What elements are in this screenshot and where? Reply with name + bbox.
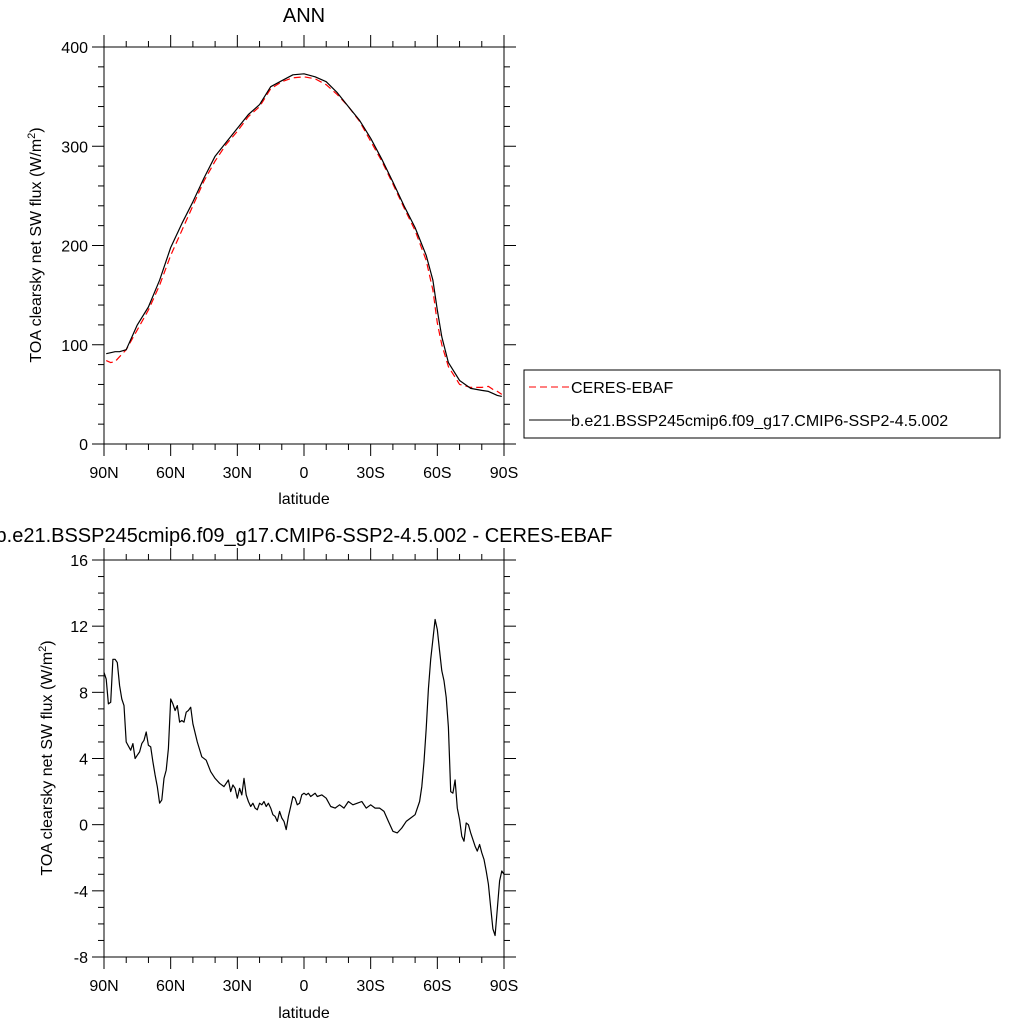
diff-x-tick-label: 30N <box>223 978 252 995</box>
diff-x-tick-label: 90N <box>89 978 118 995</box>
diff-y-axis-label-text: TOA clearsky net SW flux (W/m <box>39 652 56 876</box>
diff-x-tick-label: 90S <box>490 978 518 995</box>
diff-y-tick-label: -8 <box>74 950 88 967</box>
y-axis-label-close: ) <box>28 127 45 132</box>
legend: CERES-EBAF b.e21.BSSP245cmip6.f09_g17.CM… <box>523 369 1001 439</box>
diff-y-tick-label: 8 <box>79 685 88 702</box>
diff-y-tick-label: 12 <box>70 619 88 636</box>
diff-axis-ticks <box>92 548 516 969</box>
top-y-tick-label: 300 <box>61 139 88 156</box>
diff-y-tick-label: -4 <box>74 884 88 901</box>
diff-x-tick-label: 60S <box>423 978 451 995</box>
top-y-tick-label: 400 <box>61 40 88 57</box>
chart-title: ANN <box>283 5 325 27</box>
top-x-tick-label: 60N <box>156 465 185 482</box>
diff-y-tick-label: 0 <box>79 818 88 835</box>
top-y-tick-label: 0 <box>79 437 88 454</box>
diff-x-tick-label: 0 <box>300 978 309 995</box>
top-x-tick-label: 90N <box>89 465 118 482</box>
y-axis-label: TOA clearsky net SW flux (W/m2) <box>26 127 45 362</box>
tick-labels: 90N 60N 30N 0 30S 60S 90S 0 100 200 300 400 <box>61 40 518 482</box>
legend-label-ceres: CERES-EBAF <box>571 380 673 397</box>
diff-chart-title: b.e21.BSSP245cmip6.f09_g17.CMIP6-SSP2-4.… <box>0 525 612 547</box>
y-axis-label-text: TOA clearsky net SW flux (W/m <box>28 139 45 363</box>
x-axis-label: latitude <box>278 491 330 508</box>
top-x-tick-label: 30N <box>223 465 252 482</box>
diff-y-axis-label-close: ) <box>39 640 56 645</box>
legend-box <box>523 369 1001 439</box>
top-y-tick-label: 100 <box>61 338 88 355</box>
legend-label-model: b.e21.BSSP245cmip6.f09_g17.CMIP6-SSP2-4.… <box>571 413 948 430</box>
plot-frame <box>103 46 505 445</box>
top-x-tick-label: 30S <box>356 465 384 482</box>
axis-ticks <box>92 35 516 456</box>
diff-tick-labels: 90N 60N 30N 0 30S 60S 90S -8 -4 0 4 8 12 16 <box>70 553 518 995</box>
diff-series-line-0 <box>103 618 505 937</box>
top-series-line-1 <box>106 73 502 397</box>
diff-series-lines <box>103 618 505 937</box>
diff-y-axis-label-superscript: 2 <box>37 646 49 652</box>
diff-plot-frame <box>103 559 505 958</box>
diff-x-axis-label: latitude <box>278 1005 330 1022</box>
top-x-tick-label: 60S <box>423 465 451 482</box>
diff-y-tick-label: 16 <box>70 553 88 570</box>
y-axis-label-superscript: 2 <box>26 133 38 139</box>
top-y-tick-label: 200 <box>61 239 88 256</box>
series-lines <box>105 73 503 397</box>
diff-y-tick-label: 4 <box>79 752 88 769</box>
top-x-tick-label: 90S <box>490 465 518 482</box>
diff-x-tick-label: 60N <box>156 978 185 995</box>
top-x-tick-label: 0 <box>300 465 309 482</box>
diff-x-tick-label: 30S <box>356 978 384 995</box>
top-series-line-0 <box>105 76 503 395</box>
diff-y-axis-label: TOA clearsky net SW flux (W/m2) <box>37 640 56 875</box>
